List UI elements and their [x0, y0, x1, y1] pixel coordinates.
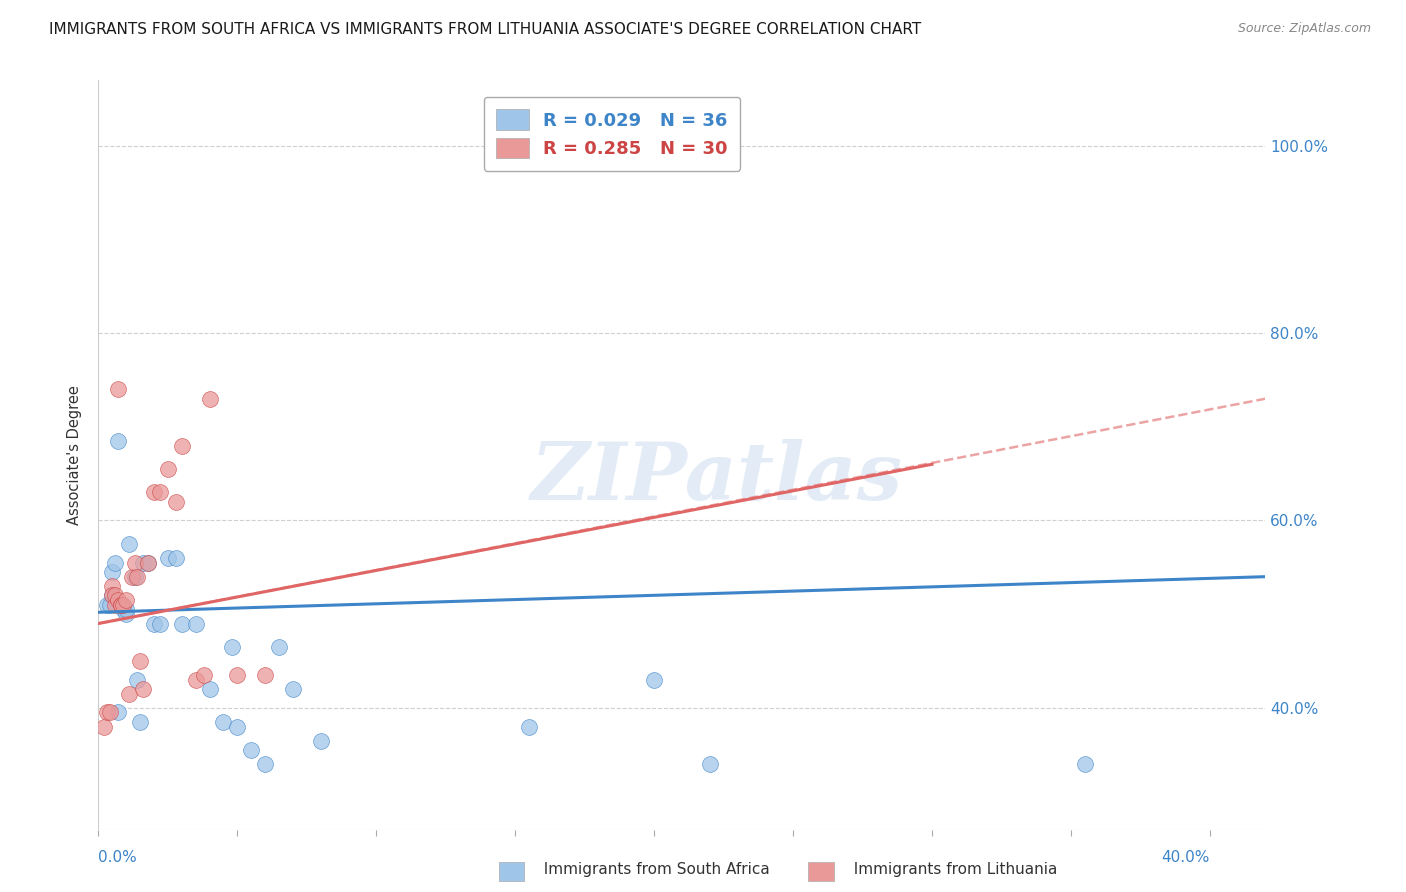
Point	[129, 654, 152, 668]
Point	[148, 485, 170, 500]
Text: 40.0%: 40.0%	[1161, 850, 1209, 865]
Point	[110, 598, 132, 612]
Point	[96, 598, 118, 612]
Point	[98, 706, 121, 720]
Point	[112, 598, 135, 612]
Point	[309, 733, 332, 747]
Text: Immigrants from Lithuania: Immigrants from Lithuania	[844, 863, 1057, 877]
Point	[107, 593, 129, 607]
Point	[121, 569, 143, 583]
Point	[104, 598, 127, 612]
Point	[112, 602, 135, 616]
Point	[107, 382, 129, 396]
Point	[132, 681, 155, 696]
Point	[129, 714, 152, 729]
Point	[143, 616, 166, 631]
Point	[138, 556, 160, 570]
Point	[93, 719, 115, 733]
Point	[221, 640, 243, 654]
Point	[1074, 756, 1097, 771]
Point	[110, 598, 132, 612]
Point	[107, 706, 129, 720]
Point	[156, 462, 179, 476]
Point	[226, 719, 249, 733]
Point	[198, 681, 221, 696]
Point	[138, 556, 160, 570]
Point	[254, 756, 277, 771]
Point	[184, 616, 207, 631]
Point	[156, 550, 179, 566]
Point	[115, 593, 138, 607]
Y-axis label: Associate's Degree: Associate's Degree	[67, 385, 83, 524]
Text: Source: ZipAtlas.com: Source: ZipAtlas.com	[1237, 22, 1371, 36]
Point	[98, 598, 121, 612]
Text: IMMIGRANTS FROM SOUTH AFRICA VS IMMIGRANTS FROM LITHUANIA ASSOCIATE'S DEGREE COR: IMMIGRANTS FROM SOUTH AFRICA VS IMMIGRAN…	[49, 22, 921, 37]
Text: Immigrants from South Africa: Immigrants from South Africa	[534, 863, 770, 877]
Point	[104, 589, 127, 603]
Point	[127, 673, 149, 687]
Point	[170, 616, 193, 631]
Point	[226, 668, 249, 682]
Point	[643, 673, 665, 687]
Point	[165, 550, 187, 566]
Point	[96, 706, 118, 720]
Legend: R = 0.029   N = 36, R = 0.285   N = 30: R = 0.029 N = 36, R = 0.285 N = 30	[484, 97, 740, 171]
Point	[101, 579, 124, 593]
Point	[132, 556, 155, 570]
Point	[115, 602, 138, 616]
Point	[212, 714, 235, 729]
Point	[107, 434, 129, 448]
Point	[254, 668, 277, 682]
Point	[170, 438, 193, 452]
Text: 0.0%: 0.0%	[98, 850, 138, 865]
Point	[124, 556, 146, 570]
Point	[110, 598, 132, 612]
Point	[184, 673, 207, 687]
Point	[101, 589, 124, 603]
Point	[198, 392, 221, 406]
Point	[101, 589, 124, 603]
Point	[127, 569, 149, 583]
Point	[143, 485, 166, 500]
Point	[267, 640, 290, 654]
Point	[115, 607, 138, 621]
Text: ZIPatlas: ZIPatlas	[531, 439, 903, 516]
Point	[193, 668, 215, 682]
Point	[124, 569, 146, 583]
Point	[101, 565, 124, 579]
Point	[281, 681, 304, 696]
Point	[699, 756, 721, 771]
Point	[148, 616, 170, 631]
Point	[118, 687, 141, 701]
Point	[517, 719, 540, 733]
Point	[165, 494, 187, 508]
Point	[118, 537, 141, 551]
Point	[240, 743, 263, 757]
Point	[104, 556, 127, 570]
